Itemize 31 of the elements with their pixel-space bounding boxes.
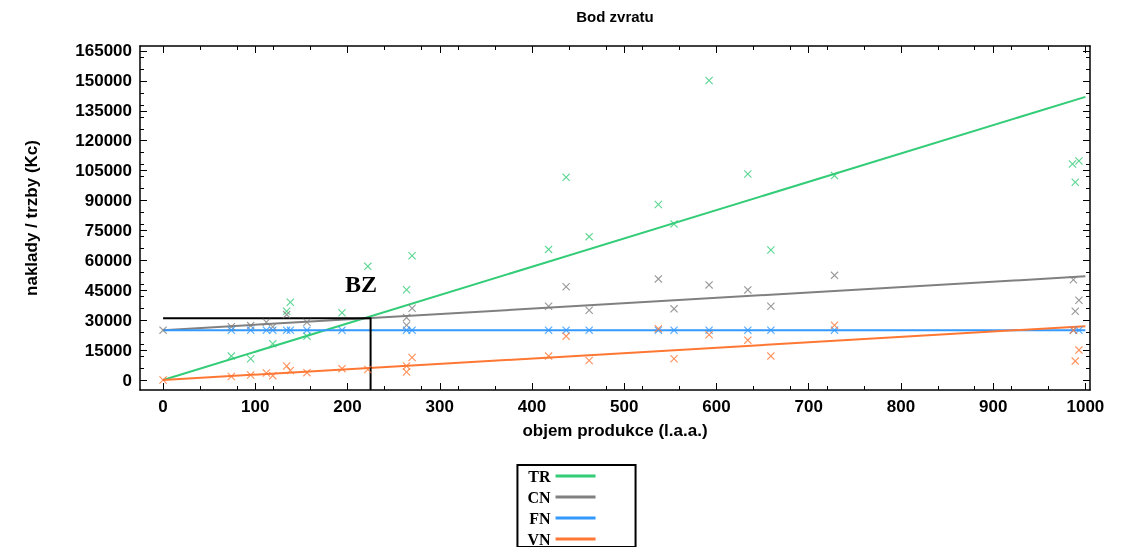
x-tick-label: 100 bbox=[241, 397, 270, 416]
x-axis-title: objem produkce (l.a.a.) bbox=[522, 421, 708, 440]
legend-label: CN bbox=[527, 488, 551, 506]
y-tick-label: 135000 bbox=[75, 101, 132, 121]
x-tick-label: 300 bbox=[425, 397, 454, 416]
y-tick-label: 30000 bbox=[84, 310, 132, 330]
y-tick-label: 165000 bbox=[75, 41, 132, 61]
y-tick-label: 105000 bbox=[75, 161, 132, 181]
y-tick-label: 45000 bbox=[84, 280, 132, 300]
annotation: BZ bbox=[345, 271, 378, 297]
legend-label: FN bbox=[529, 509, 551, 527]
x-tick-label: 800 bbox=[886, 397, 916, 416]
y-tick-label: 75000 bbox=[84, 220, 132, 240]
x-tick-label: 200 bbox=[333, 397, 362, 416]
y-tick-label: 90000 bbox=[84, 191, 132, 211]
y-tick-label: 120000 bbox=[75, 131, 132, 151]
y-tick-label: 60000 bbox=[84, 250, 132, 270]
x-tick-label: 400 bbox=[517, 397, 547, 416]
y-axis-title: naklady / trzby (Kc) bbox=[22, 140, 41, 296]
y-tick-label: 150000 bbox=[75, 71, 132, 91]
x-tick-label: 900 bbox=[978, 397, 1008, 416]
legend-label: TR bbox=[528, 467, 551, 485]
x-tick-label: 500 bbox=[610, 397, 639, 416]
x-tick-label: 0 bbox=[158, 397, 168, 416]
x-tick-label: 1000 bbox=[1066, 397, 1105, 416]
y-tick-label: 15000 bbox=[84, 340, 132, 360]
y-tick-label: 0 bbox=[122, 370, 132, 390]
x-tick-label: 600 bbox=[702, 397, 731, 416]
x-tick-label: 700 bbox=[794, 397, 823, 416]
legend-label: VN bbox=[527, 530, 551, 547]
chart-title: Bod zvratu bbox=[576, 8, 654, 25]
